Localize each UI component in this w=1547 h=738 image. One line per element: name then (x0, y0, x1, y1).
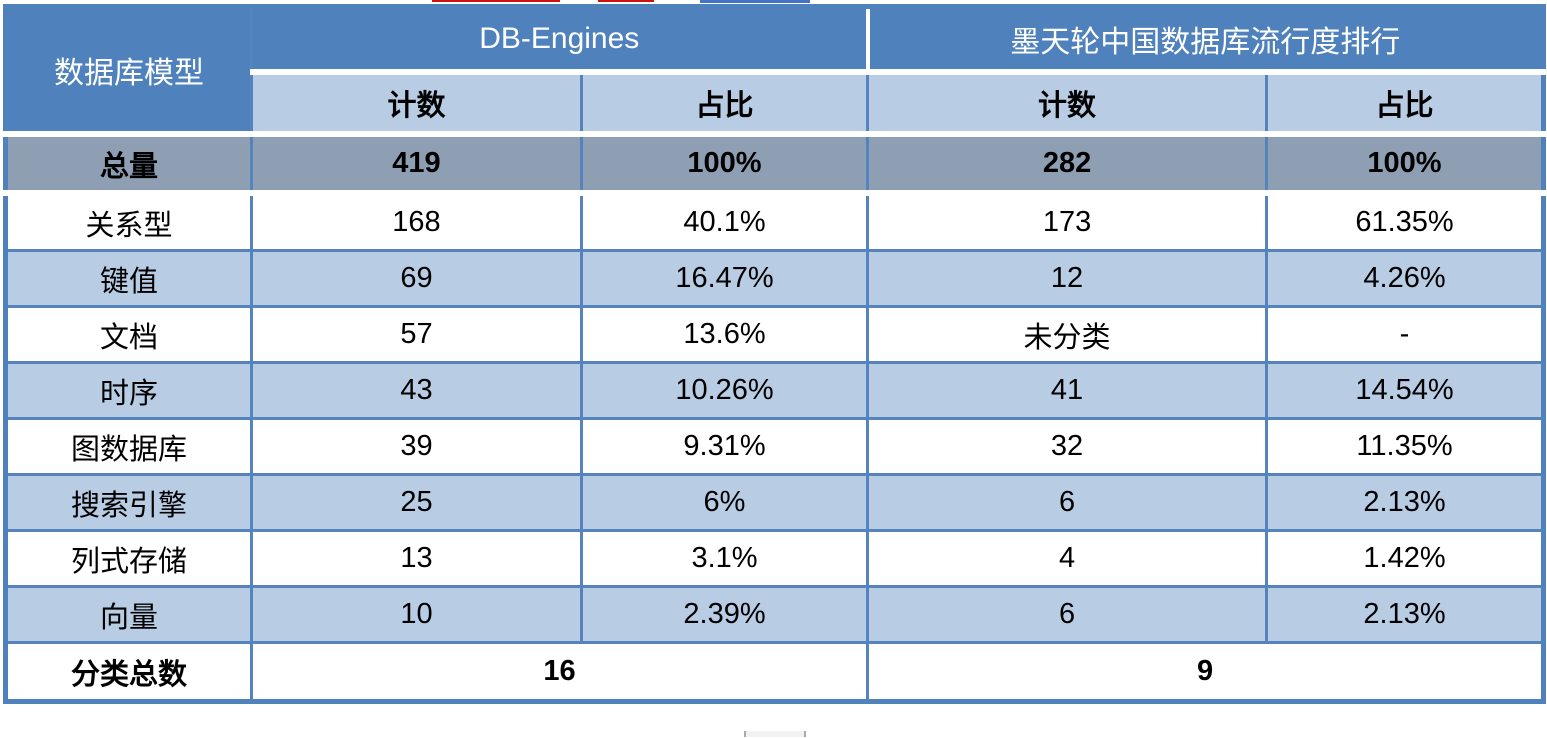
cell-dbe-category-total: 16 (249, 641, 870, 703)
cell-modb-percent: - (1265, 305, 1546, 364)
cell-dbe-count: 25 (250, 473, 583, 532)
column-header-dbe-count: 计数 (250, 70, 583, 137)
cell-dbe-count: 39 (250, 417, 583, 476)
row-label: 总量 (4, 132, 253, 196)
cell-modb-percent: 4.26% (1265, 249, 1546, 308)
cell-dbe-percent: 13.6% (579, 305, 870, 364)
top-cutoff-red-text-artifact (432, 0, 560, 2)
table-row-column-store: 列式存储 13 3.1% 4 1.42% (4, 529, 1546, 588)
column-header-database-model: 数据库模型 (4, 5, 253, 137)
table-row-document: 文档 57 13.6% 未分类 - (4, 305, 1546, 364)
cell-modb-count: 41 (866, 361, 1269, 420)
row-label: 列式存储 (4, 529, 253, 588)
cell-modb-percent: 61.35% (1265, 191, 1546, 252)
table-row-relational: 关系型 168 40.1% 173 61.35% (4, 191, 1546, 252)
header-sub-row: 计数 占比 计数 占比 (6, 70, 1546, 137)
cell-modb-count: 12 (866, 249, 1269, 308)
cell-dbe-percent: 3.1% (579, 529, 870, 588)
row-label: 图数据库 (4, 417, 253, 476)
row-label: 向量 (4, 585, 253, 644)
row-label: 分类总数 (4, 641, 253, 703)
row-label: 键值 (4, 249, 253, 308)
cell-dbe-percent: 16.47% (579, 249, 870, 308)
top-cutoff-red-text-artifact (598, 0, 654, 2)
table-row-vector: 向量 10 2.39% 6 2.13% (4, 585, 1546, 644)
cell-dbe-count: 13 (250, 529, 583, 588)
cell-modb-count: 32 (866, 417, 1269, 476)
cell-dbe-count: 419 (250, 132, 583, 196)
cell-modb-percent: 100% (1265, 132, 1546, 196)
table-row-time-series: 时序 43 10.26% 41 14.54% (4, 361, 1546, 420)
cell-modb-count: 6 (866, 585, 1269, 644)
row-label: 时序 (4, 361, 253, 420)
cell-dbe-percent: 100% (579, 132, 870, 196)
cell-dbe-count: 168 (250, 191, 583, 252)
column-header-modb-percent: 占比 (1265, 70, 1546, 137)
cell-modb-count: 282 (866, 132, 1269, 196)
column-group-modb-ranking: 墨天轮中国数据库流行度排行 (865, 5, 1546, 75)
cell-dbe-percent: 2.39% (579, 585, 870, 644)
cell-modb-count: 未分类 (866, 305, 1269, 364)
cell-modb-category-total: 9 (866, 641, 1546, 703)
table-row-category-total: 分类总数 16 9 (4, 641, 1546, 703)
column-header-dbe-percent: 占比 (579, 70, 870, 137)
row-label: 文档 (4, 305, 253, 364)
cell-modb-percent: 2.13% (1265, 585, 1546, 644)
cell-modb-count: 4 (866, 529, 1269, 588)
table-row-search-engine: 搜索引擎 25 6% 6 2.13% (4, 473, 1546, 532)
cell-modb-percent: 1.42% (1265, 529, 1546, 588)
column-header-modb-count: 计数 (866, 70, 1269, 137)
bottom-cutoff-scrollbar-artifact (744, 731, 806, 737)
row-label: 关系型 (4, 191, 253, 252)
cell-dbe-percent: 6% (579, 473, 870, 532)
database-model-comparison-table: 数据库模型 DB-Engines 墨天轮中国数据库流行度排行 计数 占比 计数 … (3, 4, 1547, 704)
cell-dbe-count: 69 (250, 249, 583, 308)
row-label: 搜索引擎 (4, 473, 253, 532)
cell-modb-count: 6 (866, 473, 1269, 532)
column-group-db-engines: DB-Engines (249, 5, 870, 75)
cell-dbe-percent: 40.1% (579, 191, 870, 252)
header-group-row: 数据库模型 DB-Engines 墨天轮中国数据库流行度排行 (4, 5, 1546, 137)
top-cutoff-blue-text-artifact (700, 0, 810, 3)
cell-dbe-count: 10 (250, 585, 583, 644)
cell-modb-percent: 14.54% (1265, 361, 1546, 420)
table-row-key-value: 键值 69 16.47% 12 4.26% (4, 249, 1546, 308)
cell-dbe-count: 57 (250, 305, 583, 364)
table-row-graph: 图数据库 39 9.31% 32 11.35% (4, 417, 1546, 476)
table-row-total: 总量 419 100% 282 100% (4, 132, 1546, 196)
cell-modb-percent: 2.13% (1265, 473, 1546, 532)
cell-dbe-percent: 9.31% (579, 417, 870, 476)
cell-modb-percent: 11.35% (1265, 417, 1546, 476)
cell-modb-count: 173 (866, 191, 1269, 252)
cell-dbe-count: 43 (250, 361, 583, 420)
cell-dbe-percent: 10.26% (579, 361, 870, 420)
